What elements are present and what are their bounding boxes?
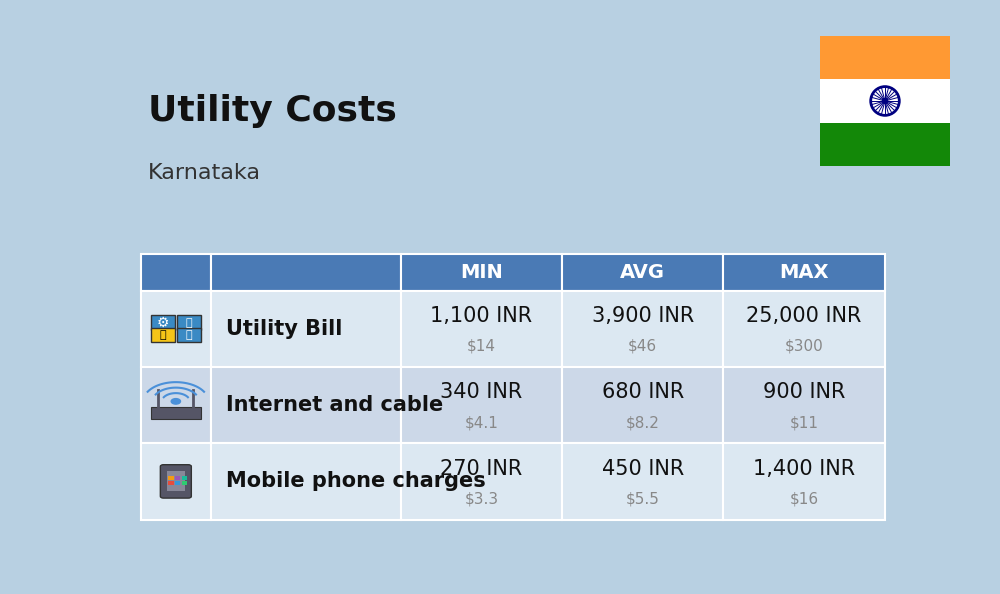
Text: 1,400 INR: 1,400 INR (753, 459, 855, 479)
Bar (168, 481, 174, 485)
Bar (723, 443, 885, 520)
Bar (562, 367, 723, 443)
Bar (140, 367, 211, 443)
Text: 25,000 INR: 25,000 INR (746, 306, 862, 326)
Bar (211, 291, 401, 367)
Text: $5.5: $5.5 (626, 491, 660, 506)
Text: 🔌: 🔌 (160, 330, 166, 340)
Text: MAX: MAX (779, 263, 829, 282)
Bar (168, 476, 174, 480)
Bar (151, 315, 175, 330)
Bar (211, 367, 401, 443)
Text: 1,100 INR: 1,100 INR (430, 306, 533, 326)
Bar (140, 443, 211, 520)
Bar (401, 443, 562, 520)
Bar (182, 476, 187, 480)
Text: 👤: 👤 (186, 318, 192, 327)
Bar (562, 291, 723, 367)
Bar (167, 471, 185, 491)
Bar (182, 481, 187, 485)
Circle shape (171, 399, 180, 404)
Bar (562, 443, 723, 520)
Text: $300: $300 (785, 339, 823, 354)
Bar (175, 481, 180, 485)
Bar (820, 123, 950, 166)
Text: MIN: MIN (460, 263, 503, 282)
Bar (177, 328, 201, 342)
Text: Utility Bill: Utility Bill (226, 319, 343, 339)
Text: Karnataka: Karnataka (148, 163, 261, 183)
Bar (151, 328, 175, 342)
Bar (401, 291, 562, 367)
Bar (211, 443, 401, 520)
Text: 340 INR: 340 INR (440, 383, 523, 402)
Text: 3,900 INR: 3,900 INR (592, 306, 694, 326)
Text: 270 INR: 270 INR (440, 459, 523, 479)
Bar (401, 254, 562, 291)
Text: $14: $14 (467, 339, 496, 354)
Text: Internet and cable: Internet and cable (226, 395, 444, 415)
Text: $8.2: $8.2 (626, 415, 660, 430)
Text: Utility Costs: Utility Costs (148, 94, 397, 128)
Text: $16: $16 (789, 491, 818, 506)
Bar (140, 254, 211, 291)
FancyBboxPatch shape (160, 465, 191, 498)
Bar (723, 291, 885, 367)
Bar (401, 367, 562, 443)
Text: $46: $46 (628, 339, 657, 354)
Bar (211, 254, 401, 291)
Circle shape (883, 99, 887, 103)
Bar (175, 476, 180, 480)
Bar (177, 315, 201, 330)
Text: Mobile phone charges: Mobile phone charges (226, 472, 486, 491)
Text: 680 INR: 680 INR (602, 383, 684, 402)
Bar (820, 79, 950, 123)
Bar (723, 367, 885, 443)
Text: 900 INR: 900 INR (763, 383, 845, 402)
Bar (820, 36, 950, 79)
Bar (151, 407, 201, 419)
Text: $11: $11 (789, 415, 818, 430)
Text: 💧: 💧 (186, 330, 192, 340)
Text: ⚙: ⚙ (157, 315, 169, 330)
Bar (562, 254, 723, 291)
Text: AVG: AVG (620, 263, 665, 282)
Text: $3.3: $3.3 (464, 491, 499, 506)
Text: $4.1: $4.1 (465, 415, 498, 430)
Text: 450 INR: 450 INR (602, 459, 684, 479)
Bar (723, 254, 885, 291)
Bar (140, 291, 211, 367)
